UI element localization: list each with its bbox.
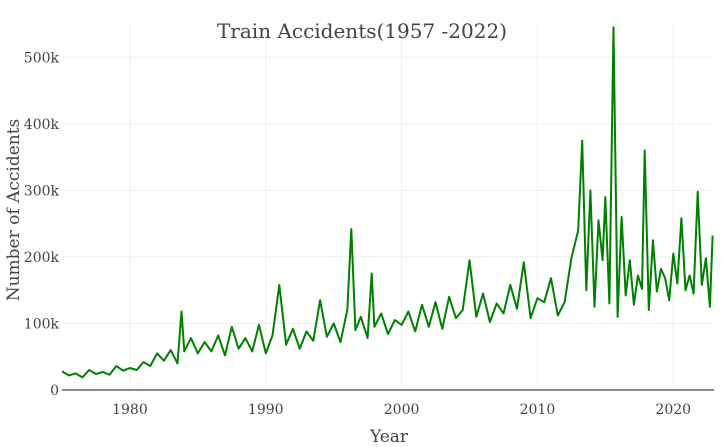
x-tick-label: 2000: [384, 402, 420, 418]
y-tick-label: 100k: [24, 316, 60, 332]
series-layer: [61, 26, 714, 379]
x-tick-label: 1980: [112, 402, 148, 418]
y-tick-label: 500k: [24, 50, 60, 66]
x-axis-title: Year: [369, 427, 409, 447]
axes: 1980 1990 2000 2010 2020 0 100k 200k 300k 400k 500…: [24, 50, 714, 418]
y-axis-title: Number of Accidents: [4, 119, 24, 302]
y-tick-label: 400k: [24, 117, 60, 133]
y-tick-label: 300k: [24, 183, 60, 199]
x-tick-label: 2020: [655, 402, 691, 418]
y-tick-label: 200k: [24, 250, 60, 266]
y-tick-label: 0: [50, 383, 59, 399]
chart-title: Train Accidents(1957 -2022): [217, 19, 507, 43]
x-tick-label: 2010: [520, 402, 556, 418]
grid-lines: [62, 24, 714, 390]
series-line: [61, 26, 714, 379]
x-tick-label: 1990: [248, 402, 284, 418]
